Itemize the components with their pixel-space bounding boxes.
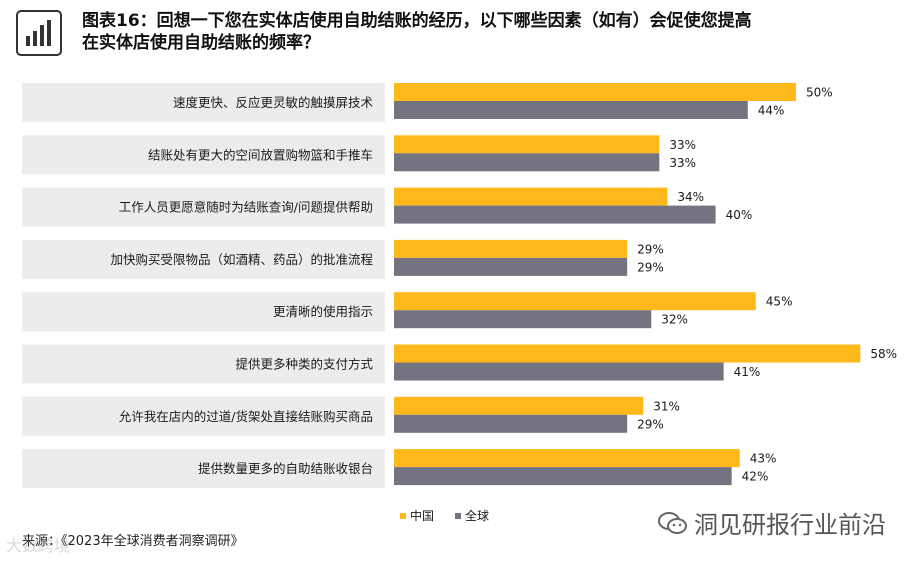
category-label-background xyxy=(22,449,385,489)
category-label-background xyxy=(22,187,385,227)
data-label: 42% xyxy=(742,470,769,484)
bar-china xyxy=(394,135,660,154)
bar-china xyxy=(394,292,756,311)
category-label: 允许我在店内的过道/货架处直接结账购买商品 xyxy=(119,409,373,424)
chart-title: 图表16：回想一下您在实体店使用自助结账的经历，以下哪些因素（如有）会促使您提高… xyxy=(82,11,752,53)
bar-china xyxy=(394,344,861,363)
bar-global xyxy=(394,414,628,433)
bar-china xyxy=(394,239,628,258)
data-label: 29% xyxy=(637,417,664,431)
bar-global xyxy=(394,310,652,329)
data-label: 29% xyxy=(637,260,664,274)
data-label: 32% xyxy=(661,313,688,327)
bar-chart-icon xyxy=(16,10,62,56)
legend-swatch-global xyxy=(455,513,461,519)
bar-global xyxy=(394,101,748,119)
category-label-background xyxy=(22,239,385,279)
data-label: 31% xyxy=(653,399,680,413)
category-label-background xyxy=(22,83,385,122)
category-label-background xyxy=(22,396,385,436)
bar-china xyxy=(394,449,740,468)
category-label: 速度更快、反应更灵敏的触摸屏技术 xyxy=(173,95,374,110)
data-label: 29% xyxy=(637,242,664,256)
bar-global xyxy=(394,467,732,486)
category-label-background xyxy=(22,292,385,332)
data-label: 45% xyxy=(766,295,793,309)
category-label: 提供数量更多的自助结账收银台 xyxy=(198,461,373,476)
data-label: 40% xyxy=(726,208,753,222)
wechat-icon xyxy=(658,511,687,534)
category-label: 提供更多种类的支付方式 xyxy=(235,357,373,372)
category-label-background xyxy=(22,135,385,175)
legend-label: 中国 xyxy=(410,508,434,523)
bar-global xyxy=(394,362,724,381)
data-label: 41% xyxy=(734,365,761,379)
data-label: 44% xyxy=(758,104,785,118)
data-label: 34% xyxy=(677,190,704,204)
bar-china xyxy=(394,187,668,206)
data-label: 58% xyxy=(870,347,897,361)
data-label: 33% xyxy=(669,156,696,170)
category-label: 结账处有更大的空间放置购物篮和手推车 xyxy=(148,147,373,162)
data-label: 33% xyxy=(669,138,696,152)
data-label: 50% xyxy=(806,86,833,100)
bar-china xyxy=(394,83,796,101)
watermark-text: 洞见研报行业前沿 xyxy=(694,511,886,539)
category-label-background xyxy=(22,344,385,384)
watermark-left: 大数跨境 xyxy=(6,536,71,555)
bar-global xyxy=(394,257,628,276)
watermark: 洞见研报行业前沿 xyxy=(658,505,886,540)
source-note: 来源：《2023年全球消费者洞察调研》 xyxy=(22,534,244,549)
bar-china xyxy=(394,396,644,415)
legend-label: 全球 xyxy=(465,508,489,523)
bar-global xyxy=(394,205,716,224)
category-label: 更清晰的使用指示 xyxy=(273,304,373,319)
bar-global xyxy=(394,153,660,172)
legend-swatch-china xyxy=(400,513,406,519)
category-label: 加快购买受限物品（如酒精、药品）的批准流程 xyxy=(110,252,373,267)
category-label: 工作人员更愿意随时为结账查询/问题提供帮助 xyxy=(119,200,373,215)
data-label: 43% xyxy=(750,452,777,466)
